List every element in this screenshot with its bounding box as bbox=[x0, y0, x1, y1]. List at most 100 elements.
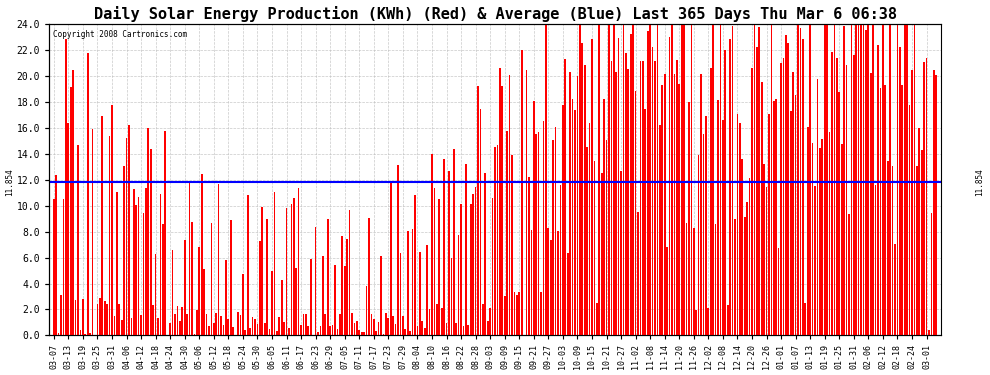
Bar bbox=[690, 24, 692, 335]
Bar bbox=[649, 25, 651, 335]
Bar bbox=[273, 192, 275, 335]
Bar bbox=[462, 326, 464, 335]
Bar bbox=[603, 99, 605, 335]
Bar bbox=[189, 183, 190, 335]
Bar bbox=[722, 120, 724, 335]
Bar bbox=[536, 134, 537, 335]
Bar bbox=[346, 239, 347, 335]
Bar bbox=[877, 45, 879, 335]
Bar bbox=[225, 260, 227, 335]
Bar bbox=[865, 30, 867, 335]
Bar bbox=[332, 325, 334, 335]
Bar bbox=[676, 60, 678, 335]
Bar bbox=[884, 85, 886, 335]
Bar bbox=[337, 329, 339, 335]
Bar bbox=[146, 188, 147, 335]
Bar bbox=[191, 222, 193, 335]
Bar bbox=[293, 198, 295, 335]
Bar bbox=[586, 147, 588, 335]
Bar bbox=[186, 314, 188, 335]
Bar bbox=[892, 166, 893, 335]
Bar bbox=[310, 259, 312, 335]
Bar bbox=[116, 192, 118, 335]
Bar bbox=[841, 144, 842, 335]
Bar bbox=[541, 292, 542, 335]
Bar bbox=[897, 24, 898, 335]
Bar bbox=[805, 303, 806, 335]
Bar bbox=[780, 63, 782, 335]
Bar bbox=[174, 314, 176, 335]
Bar bbox=[817, 79, 819, 335]
Bar bbox=[261, 207, 263, 335]
Bar bbox=[455, 323, 457, 335]
Bar bbox=[753, 24, 755, 335]
Bar bbox=[630, 34, 632, 335]
Bar bbox=[538, 132, 540, 335]
Bar bbox=[208, 326, 210, 335]
Bar bbox=[465, 164, 466, 335]
Bar bbox=[429, 309, 431, 335]
Bar bbox=[427, 245, 428, 335]
Bar bbox=[444, 159, 445, 335]
Bar bbox=[266, 219, 268, 335]
Bar bbox=[60, 294, 62, 335]
Bar bbox=[213, 323, 215, 335]
Bar bbox=[643, 61, 644, 335]
Bar bbox=[119, 304, 120, 335]
Bar bbox=[298, 188, 300, 335]
Bar bbox=[57, 333, 59, 335]
Bar bbox=[574, 110, 576, 335]
Bar bbox=[768, 114, 770, 335]
Bar bbox=[271, 270, 273, 335]
Bar bbox=[251, 317, 253, 335]
Bar bbox=[576, 76, 578, 335]
Bar bbox=[688, 102, 690, 335]
Bar bbox=[887, 161, 889, 335]
Bar bbox=[860, 24, 862, 335]
Bar bbox=[547, 228, 549, 335]
Bar bbox=[395, 324, 396, 335]
Bar bbox=[373, 319, 374, 335]
Bar bbox=[497, 146, 498, 335]
Bar bbox=[504, 296, 506, 335]
Bar bbox=[800, 28, 801, 335]
Bar bbox=[737, 114, 739, 335]
Bar bbox=[638, 212, 639, 335]
Bar bbox=[613, 24, 615, 335]
Bar bbox=[792, 72, 794, 335]
Bar bbox=[487, 321, 489, 335]
Bar bbox=[351, 312, 352, 335]
Bar bbox=[300, 326, 302, 335]
Bar bbox=[795, 95, 796, 335]
Bar bbox=[245, 330, 247, 335]
Bar bbox=[138, 197, 140, 335]
Bar bbox=[506, 131, 508, 335]
Bar bbox=[467, 324, 469, 335]
Bar bbox=[713, 24, 714, 335]
Bar bbox=[360, 332, 362, 335]
Bar bbox=[855, 24, 857, 335]
Bar bbox=[233, 327, 234, 335]
Bar bbox=[162, 224, 163, 335]
Bar bbox=[327, 219, 329, 335]
Bar bbox=[867, 25, 869, 335]
Bar bbox=[579, 24, 581, 335]
Bar bbox=[446, 323, 447, 335]
Bar bbox=[594, 161, 595, 335]
Bar bbox=[761, 82, 762, 335]
Bar bbox=[526, 70, 528, 335]
Bar bbox=[894, 244, 896, 335]
Bar bbox=[549, 240, 551, 335]
Bar bbox=[748, 178, 750, 335]
Bar bbox=[176, 306, 178, 335]
Bar bbox=[448, 171, 449, 335]
Bar bbox=[902, 86, 903, 335]
Bar bbox=[698, 156, 700, 335]
Bar bbox=[238, 312, 239, 335]
Bar bbox=[564, 58, 566, 335]
Bar bbox=[254, 319, 255, 335]
Bar bbox=[230, 220, 232, 335]
Bar bbox=[387, 318, 389, 335]
Bar bbox=[581, 43, 583, 335]
Bar bbox=[228, 319, 229, 335]
